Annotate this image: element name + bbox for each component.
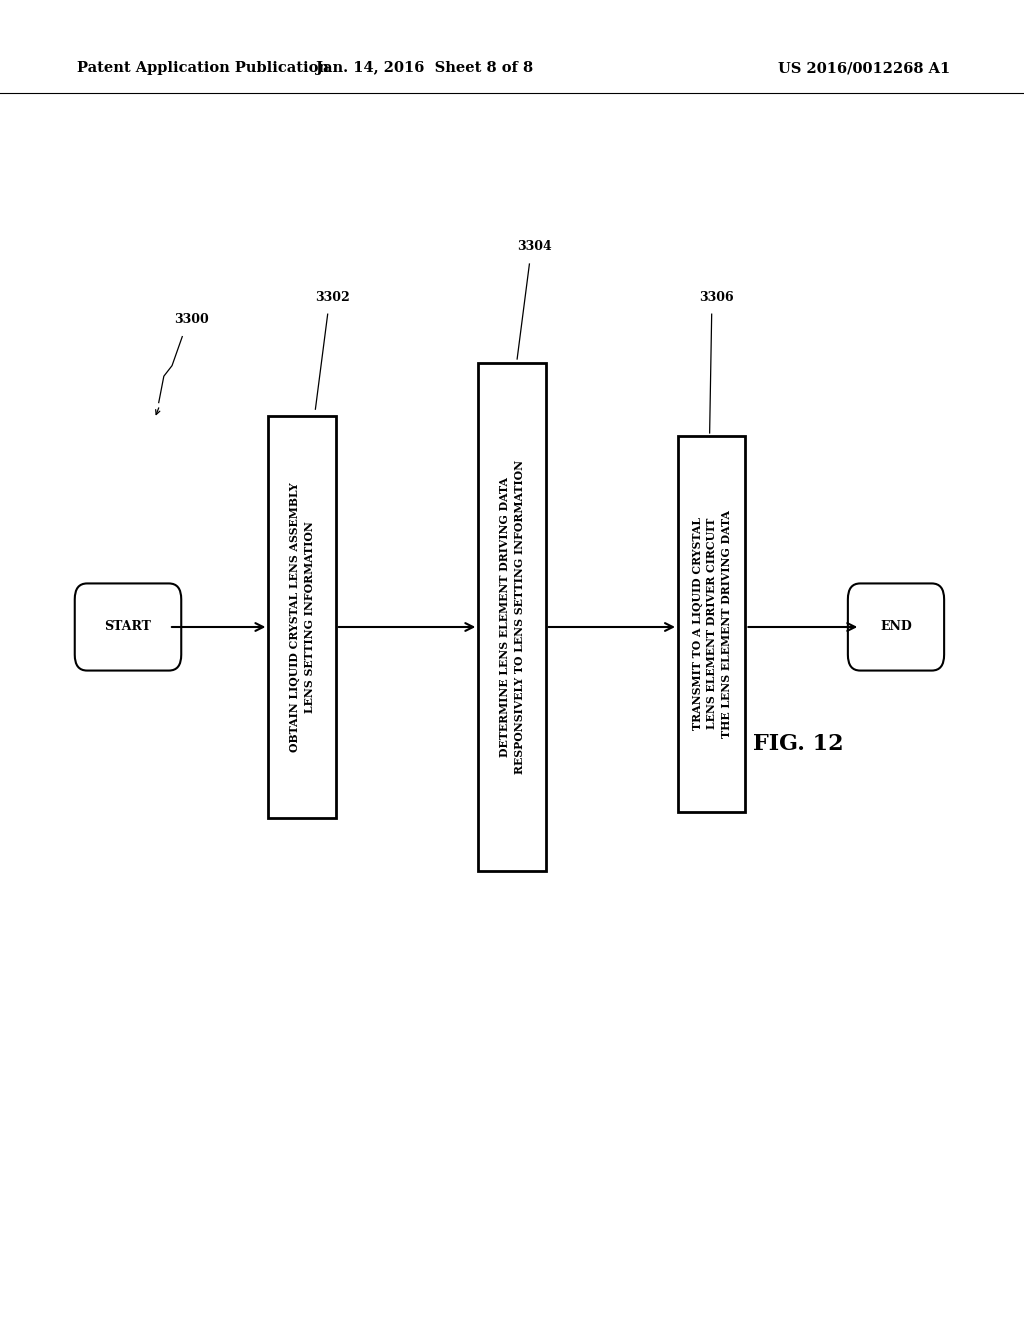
FancyBboxPatch shape [75, 583, 181, 671]
Text: FIG. 12: FIG. 12 [753, 733, 844, 755]
Text: 3306: 3306 [699, 290, 734, 304]
Bar [268, 416, 336, 818]
Text: TRANSMIT TO A LIQUID CRYSTAL
LENS ELEMENT DRIVER CIRCUIT
THE LENS ELEMENT DRIVIN: TRANSMIT TO A LIQUID CRYSTAL LENS ELEMEN… [691, 510, 732, 738]
Text: START: START [104, 620, 152, 634]
Text: US 2016/0012268 A1: US 2016/0012268 A1 [778, 61, 950, 75]
Text: 3300: 3300 [174, 313, 209, 326]
Text: Jan. 14, 2016  Sheet 8 of 8: Jan. 14, 2016 Sheet 8 of 8 [316, 61, 534, 75]
Bar [678, 436, 745, 812]
FancyBboxPatch shape [848, 583, 944, 671]
Text: 3304: 3304 [517, 240, 552, 253]
Text: DETERMINE LENS ELEMENT DRIVING DATA
RESPONSIVELY TO LENS SETTING INFORMATION: DETERMINE LENS ELEMENT DRIVING DATA RESP… [500, 461, 524, 774]
Text: 3302: 3302 [315, 290, 350, 304]
Text: OBTAIN LIQUID CRYSTAL LENS ASSEMBLY
LENS SETTING INFORMATION: OBTAIN LIQUID CRYSTAL LENS ASSEMBLY LENS… [289, 482, 315, 752]
Text: END: END [880, 620, 912, 634]
Bar [478, 363, 546, 871]
Text: Patent Application Publication: Patent Application Publication [77, 61, 329, 75]
